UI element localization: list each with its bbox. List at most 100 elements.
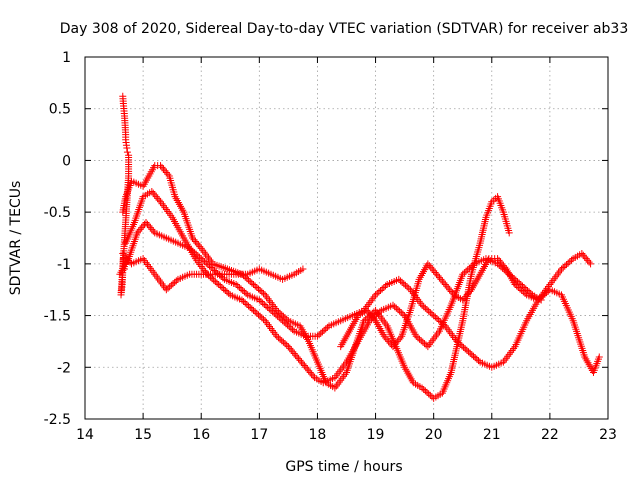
data-point [420,385,428,393]
data-point [246,278,254,286]
data-point [164,170,172,178]
data-point [462,267,470,275]
data-point [521,289,529,297]
data-point [145,222,153,230]
data-point [578,250,586,258]
data-point [219,274,227,282]
data-point [405,284,413,292]
data-point [162,168,170,176]
data-point [211,278,219,286]
data-point [259,289,267,297]
data-point [447,287,455,295]
data-point [235,283,243,291]
data-point [468,351,476,359]
data-point [164,284,172,292]
data-point [284,343,292,351]
data-point [383,336,391,344]
data-point [189,234,197,242]
data-point [567,256,575,264]
data-point [425,262,433,270]
data-point [275,314,283,322]
data-point [225,289,233,297]
data-point [196,253,204,261]
data-point [259,299,267,307]
data-point [466,287,474,295]
y-tick-label: 0 [62,153,71,169]
data-point [251,308,259,316]
data-point [123,148,131,156]
x-tick-label: 18 [309,427,327,443]
data-point [133,229,141,237]
data-point [152,193,160,201]
data-point [375,288,383,296]
series-arc-5 [337,250,595,351]
data-point [262,302,270,310]
data-point [142,218,150,226]
data-point [161,167,169,175]
data-point [248,305,256,313]
data-point [317,329,325,337]
data-point [204,261,212,269]
data-point [380,283,388,291]
data-point [440,279,448,287]
data-point [460,294,468,302]
data-point [257,298,265,306]
data-point [441,281,449,289]
data-point [435,274,443,282]
data-point [290,349,298,357]
data-point [459,296,467,304]
data-point [260,300,268,308]
data-point [272,311,280,319]
data-point [251,282,259,290]
data-point [378,285,386,293]
data-point [446,286,454,294]
data-point [300,362,308,370]
data-point [253,283,261,291]
x-tick-label: 23 [599,427,617,443]
data-point [253,309,261,317]
data-point [237,285,245,293]
data-point [315,331,323,339]
data-point [216,282,224,290]
data-point [464,266,472,274]
data-point [423,306,431,314]
y-tick-label: -0.5 [44,205,71,221]
data-point [265,305,273,313]
data-point [496,258,504,266]
data-point [385,337,393,345]
data-point [243,275,251,283]
data-point [495,256,503,264]
data-point [238,296,246,304]
data-point [519,288,527,296]
chart-title: Day 308 of 2020, Sidereal Day-to-day VTE… [60,21,629,37]
data-point [426,391,434,399]
data-point [494,255,502,263]
data-point [376,308,384,316]
data-point [279,338,287,346]
data-point [501,263,509,271]
data-point [270,309,278,317]
data-point [425,307,433,315]
data-point [121,265,129,273]
data-point [250,281,258,289]
data-point [511,281,519,289]
data-point [274,334,282,342]
y-tick-label: -2 [57,360,71,376]
data-point [206,262,214,270]
data-point [430,267,438,275]
data-point [579,251,587,259]
data-point [421,304,429,312]
data-point [207,264,215,272]
data-point [190,236,198,244]
data-point [566,258,574,266]
data-point [289,326,297,334]
x-tick-label: 21 [483,427,501,443]
data-point [264,303,272,311]
data-point [498,260,506,268]
data-point [191,237,199,245]
data-point [255,285,263,293]
series-arc-3 [116,218,603,376]
axis-ticks [84,56,609,420]
series-arc-2 [122,187,545,387]
data-point [305,367,313,375]
